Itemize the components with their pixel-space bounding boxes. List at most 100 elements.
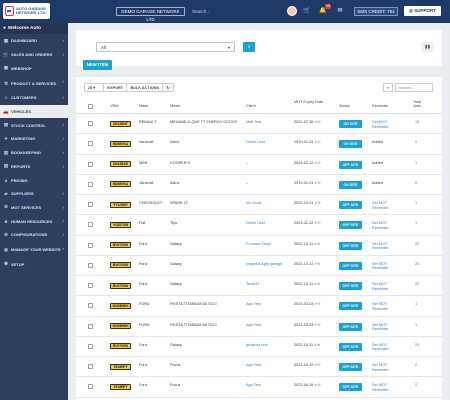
status-button[interactable]: OFF SITE [339, 322, 362, 331]
bell-icon[interactable]: 🔔 [319, 8, 327, 14]
table-row[interactable]: SK61RAR MINI COOPER D -- 2023-03-22 ✔✉ OFF SI… [76, 155, 442, 175]
client-link[interactable]: Agn Test [246, 302, 261, 307]
total-jobs-link[interactable]: 1 [415, 201, 418, 205]
status-button[interactable]: OFF SITE [339, 241, 362, 250]
page-size-select[interactable]: 25 ▾ [84, 83, 104, 92]
mot-check-mail-icon[interactable]: ✔✉ [313, 241, 321, 246]
total-jobs-link[interactable]: 0 [415, 140, 418, 145]
client-link[interactable]: Matt Test [246, 120, 262, 124]
client-link[interactable]: priyanka test [246, 342, 268, 347]
sms-credit-button[interactable]: SMS CREDIT: 784 [354, 7, 398, 16]
bulk-actions-button[interactable]: BULK ACTIONS [126, 83, 163, 92]
mot-check-mail-icon[interactable]: ✔✉ [313, 383, 321, 388]
vrm-plate[interactable]: BV07OSN [110, 242, 131, 248]
vrm-plate[interactable]: YE15RFY [110, 383, 131, 390]
total-jobs-link[interactable]: 20 [415, 282, 420, 286]
table-row[interactable]: BV07OSN Ford Galaxy priyanka Agro garage 202… [76, 256, 442, 276]
sidebar-item-human-resources[interactable]: ☻ HUMAN RESOURCES ‹ [0, 214, 68, 228]
total-jobs-link[interactable]: 1 [415, 160, 418, 165]
sidebar-item-vehicles[interactable]: 🚗 VEHICLES [0, 104, 68, 119]
table-row[interactable]: BV07OSN Ford Galaxy priyanka test 2022-10-11… [76, 337, 442, 357]
mot-check-mail-icon[interactable]: ✔✉ [313, 322, 321, 327]
table-row[interactable]: MD65VKA Vauxhall Astra Demo User 1970-01-01 … [76, 134, 442, 155]
status-button[interactable]: OFF SITE [339, 363, 362, 371]
status-button[interactable]: OFF SITE [339, 221, 362, 230]
table-search-button[interactable]: ⌕ [383, 83, 393, 92]
total-jobs-link[interactable]: 20 [415, 342, 420, 347]
status-button[interactable]: OFF SITE [339, 383, 362, 392]
vrm-plate[interactable]: YY12SMY [110, 201, 131, 208]
vrm-plate[interactable]: BV07OSN [110, 343, 131, 350]
client-link[interactable]: Agn Test [246, 383, 261, 388]
avatar[interactable] [287, 6, 297, 16]
vehicle-filter-select[interactable]: All ▾ [96, 42, 235, 52]
mot-check-mail-icon[interactable]: ✔✉ [313, 160, 321, 165]
mot-reminder-link[interactable]: Set MOT Reminder [372, 363, 389, 372]
row-checkbox[interactable] [88, 222, 93, 228]
vrm-plate[interactable]: BV07OSN [110, 262, 131, 269]
sidebar-item-marketing[interactable]: ✦ MARKETING ‹ [0, 132, 68, 146]
vrm-plate[interactable]: SK61RAR [110, 161, 131, 167]
row-checkbox[interactable] [88, 161, 93, 167]
mot-reminder-link[interactable]: Set MOT Reminder [372, 221, 389, 230]
filter-search-button[interactable]: ⌕ [243, 42, 255, 52]
mot-reminder-link[interactable]: Set MOT Reminder [372, 261, 389, 271]
column-header-status[interactable]: Status [339, 104, 350, 108]
mot-reminder-link[interactable]: Set MOT Reminder [372, 383, 389, 392]
row-checkbox[interactable] [88, 343, 93, 349]
client-link[interactable]: priyanka Agro garage [246, 261, 283, 266]
table-row[interactable]: BV07OSN Ford Galaxy Test931 2022-10-11 ✔✉ OFF… [76, 276, 442, 297]
refresh-button[interactable]: ↻ [162, 83, 174, 92]
mot-check-mail-icon[interactable]: ✔✉ [313, 342, 321, 347]
status-button[interactable]: OFF SITE [339, 302, 362, 311]
row-checkbox[interactable] [88, 303, 93, 309]
column-header-make[interactable]: Make [139, 104, 149, 108]
table-row[interactable]: SE13GHT RENAULT MEGANE D-QUE TT ENERGY DCI… [76, 114, 442, 135]
total-jobs-link[interactable]: 20 [415, 241, 420, 246]
table-row[interactable]: WU58HDH FORD FIESTA TITANIUM 68 TDCI Agn Te… [76, 317, 442, 337]
client-link[interactable]: Demo User [246, 221, 266, 226]
sidebar-item-bookkeeping[interactable]: ▥ BOOKKEEPING ‹ [0, 146, 68, 160]
table-row[interactable]: YE15RFY Ford Focus Agn Test 2023-04-19 ✔✉ OFF… [76, 377, 442, 398]
status-button[interactable]: OFF SITE [339, 282, 362, 290]
mail-icon[interactable]: ✉ [337, 8, 343, 14]
client-link[interactable]: Agn Test [246, 322, 261, 327]
export-button[interactable]: EXPORT [103, 83, 128, 92]
table-row[interactable]: YE15RFY Ford Focus Agn Test 2023-04-19 ✔✉ OFF… [76, 357, 442, 378]
status-button[interactable]: ON SITE [339, 180, 362, 189]
client-link[interactable]: Agn Test [246, 363, 261, 367]
row-checkbox[interactable] [88, 202, 93, 207]
support-button[interactable]: ◎ SUPPORT [404, 6, 441, 16]
table-row[interactable]: WU58HDH FORD FIESTA TITANIUM 68 TDCI Agn Te… [76, 296, 442, 317]
column-header-vrm[interactable]: VRM [110, 104, 119, 108]
status-button[interactable]: OFF SITE [339, 261, 362, 270]
sidebar-item-configurations[interactable]: ⚙ CONFIGURATIONS ‹ [0, 228, 68, 242]
mot-check-mail-icon[interactable]: ✔✉ [313, 221, 321, 226]
table-search-input[interactable]: Search... [395, 83, 433, 92]
mot-check-mail-icon[interactable]: ✔✉ [313, 363, 321, 367]
mot-check-mail-icon[interactable]: ✔✉ [313, 120, 321, 124]
total-jobs-link[interactable]: 10 [415, 120, 420, 124]
row-checkbox[interactable] [88, 384, 93, 390]
total-jobs-link[interactable]: 1 [415, 322, 418, 327]
sidebar-item-stock-control[interactable]: ▤ STOCK CONTROL ‹ [0, 118, 68, 132]
cart-icon[interactable]: 🛒 [303, 8, 311, 14]
row-checkbox[interactable] [88, 323, 93, 329]
client-link[interactable]: Demo User [246, 140, 266, 145]
status-button[interactable]: OFF SITE [339, 160, 362, 169]
mot-check-mail-icon[interactable]: ✔✉ [313, 261, 321, 266]
total-jobs-link[interactable]: 1 [415, 221, 418, 226]
column-header-total-jobs[interactable]: Total Jobs [413, 100, 422, 109]
client-link[interactable]: Test931 [246, 282, 260, 286]
row-checkbox[interactable] [88, 121, 93, 126]
vrm-plate[interactable]: YC65TXW [110, 221, 131, 228]
row-checkbox[interactable] [88, 262, 93, 268]
total-jobs-link[interactable]: 2 [415, 363, 418, 367]
vrm-plate[interactable]: YE15RFY [110, 363, 131, 370]
status-button[interactable]: OFF SITE [339, 342, 362, 351]
total-jobs-link[interactable]: 2 [415, 383, 418, 388]
sidebar-item-sales-and-orders[interactable]: 🛒 SALES AND ORDERS ‹ [0, 48, 68, 62]
sidebar-item-product-services[interactable]: ⚒ PRODUCT & SERVICES ‹ [0, 75, 68, 91]
table-row[interactable]: MD65VKA Vauxhall Astra -- 1970-01-01 ✔✉ ON SI… [76, 175, 442, 195]
vrm-plate[interactable]: MD65VKA [110, 181, 131, 188]
